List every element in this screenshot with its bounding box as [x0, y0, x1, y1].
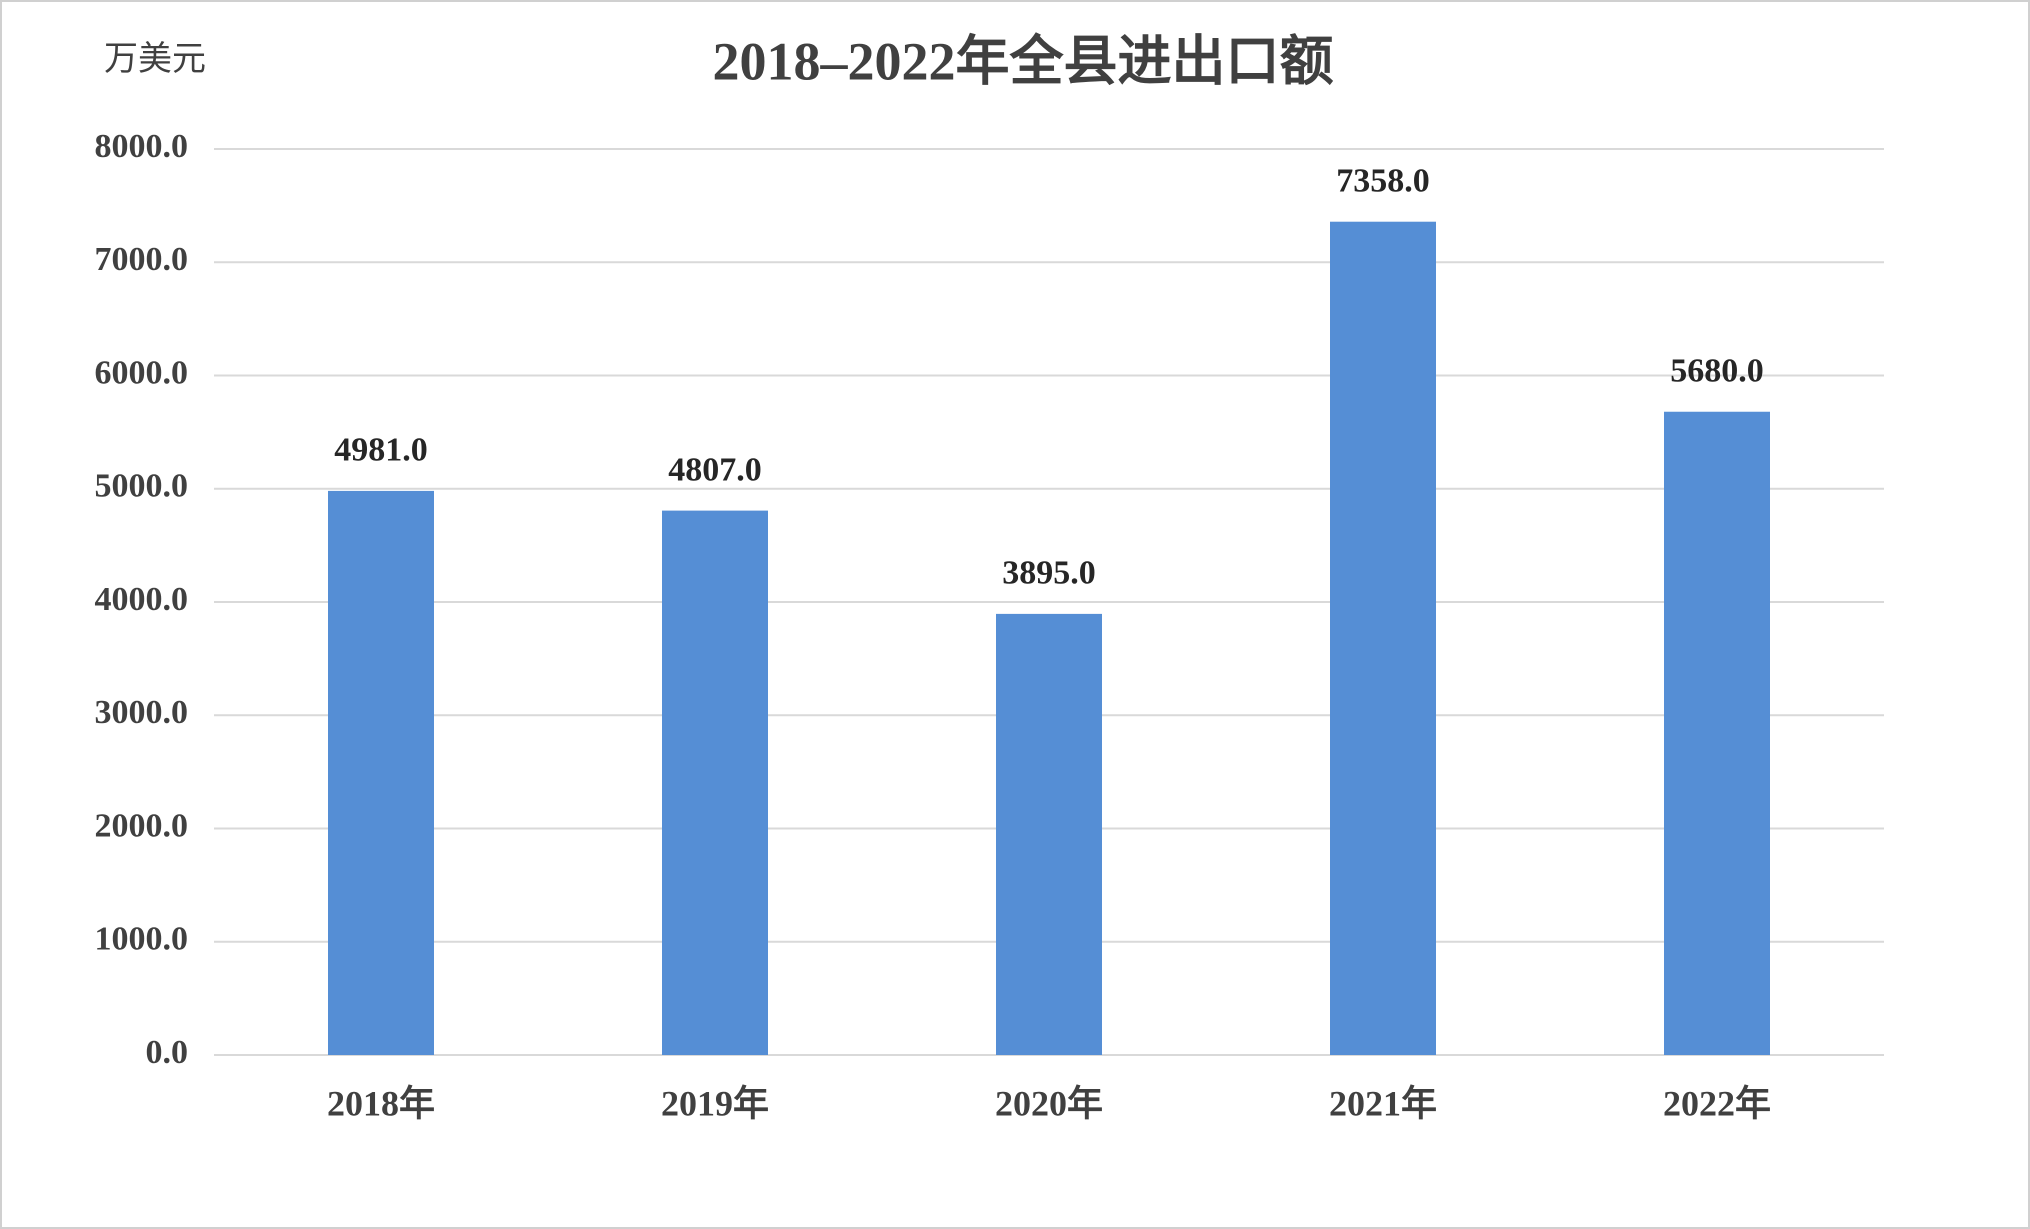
y-tick-label: 8000.0: [95, 128, 189, 165]
y-tick-label: 7000.0: [95, 241, 189, 278]
bar: [328, 490, 434, 1056]
bar: [996, 613, 1102, 1055]
x-tick-label: 2018年: [327, 1083, 435, 1123]
x-tick-label: 2022年: [1663, 1083, 1771, 1123]
y-axis-unit: 万美元: [104, 40, 206, 78]
y-tick-label: 1000.0: [95, 921, 189, 958]
y-tick-label: 5000.0: [95, 468, 189, 505]
y-tick-label: 2000.0: [95, 807, 189, 844]
bar: [1330, 221, 1436, 1056]
value-label: 3895.0: [1002, 555, 1096, 592]
x-tick-label: 2021年: [1329, 1083, 1437, 1123]
chart-title: 2018–2022年全县进出口额: [713, 31, 1334, 91]
y-tick-label: 3000.0: [95, 694, 189, 731]
bar: [662, 510, 768, 1055]
x-tick-label: 2019年: [661, 1083, 769, 1123]
value-label: 5680.0: [1670, 353, 1764, 390]
y-tick-label: 4000.0: [95, 581, 189, 618]
y-tick-label: 6000.0: [95, 354, 189, 391]
value-label: 7358.0: [1336, 163, 1430, 200]
value-label: 4807.0: [668, 451, 762, 488]
y-tick-label: 0.0: [146, 1034, 189, 1071]
bar: [1664, 411, 1770, 1055]
x-tick-label: 2020年: [995, 1083, 1103, 1123]
value-label: 4981.0: [334, 432, 428, 469]
